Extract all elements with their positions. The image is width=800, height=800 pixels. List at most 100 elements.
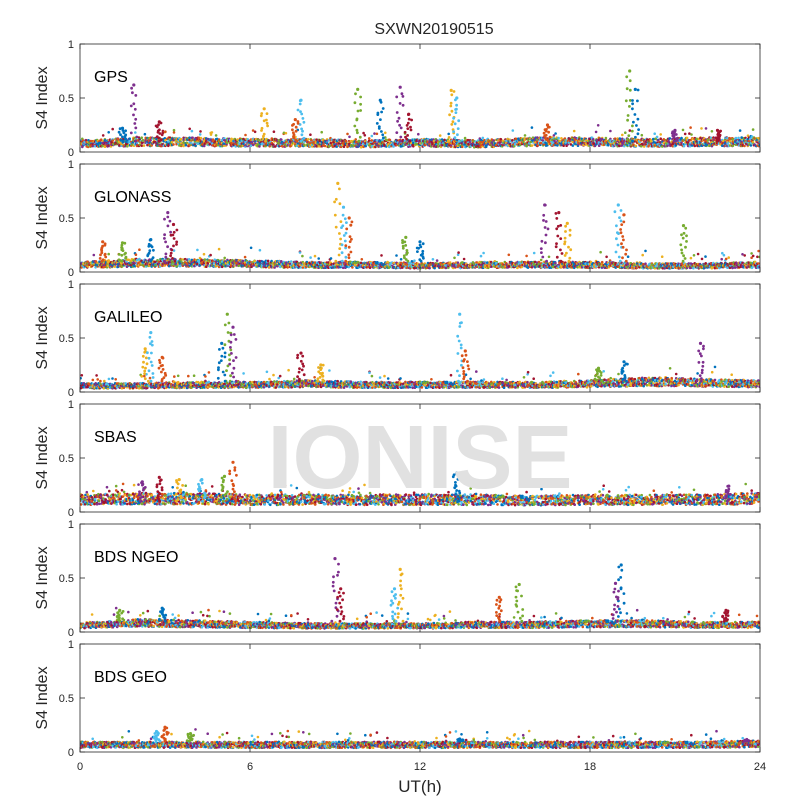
data-point [143,132,147,136]
spike-point [382,136,385,140]
data-point [284,261,288,264]
data-point [206,259,210,262]
data-point [513,142,517,146]
spike-point [632,120,635,124]
spike-point [449,101,453,105]
data-point [453,256,456,260]
spike-point [395,131,399,135]
data-point [499,138,503,141]
spike-point [719,129,722,133]
spike-point [300,112,304,116]
data-point [413,259,416,263]
scatter-points [80,181,760,270]
data-point [593,144,597,148]
data-point [268,145,272,148]
data-point [103,145,107,148]
data-point [367,137,371,140]
spike-point [628,105,631,108]
spike-point [628,88,632,92]
data-point [355,140,358,144]
data-point [101,144,104,148]
spike-point [406,127,410,130]
data-point [205,265,208,269]
data-point [558,139,562,143]
data-point [262,265,266,268]
data-point [516,266,519,270]
spike-point [408,139,412,143]
spike-point [406,121,410,125]
spike-point [397,116,401,120]
data-point [659,137,662,140]
data-point [270,259,273,263]
data-point [366,262,370,266]
data-point [428,266,431,270]
data-point [553,137,556,141]
spike-point [262,134,265,138]
data-point [251,129,255,132]
data-point [164,138,167,142]
data-point [592,142,596,145]
data-point [380,254,383,257]
spike-peak-point [449,88,453,92]
spike-point [403,130,407,134]
data-point [106,264,110,268]
data-point [681,128,685,132]
spike-point [628,139,632,143]
scatter-points [80,69,760,149]
data-point [532,263,536,266]
spike-point [631,139,634,143]
data-point [113,265,117,268]
spike-point [631,124,634,128]
data-point [99,138,103,141]
data-point [600,137,604,141]
data-point [511,139,514,142]
data-point [690,133,693,136]
spike-point [399,135,403,139]
data-point [167,140,170,143]
data-point [305,260,309,264]
data-point [753,137,756,140]
data-point [157,260,161,264]
data-point [654,137,657,140]
data-point [249,144,253,147]
spike-point [451,120,455,124]
data-point [202,252,206,256]
spike-point [455,103,458,107]
data-point [691,144,694,147]
spike-point [447,139,450,143]
spike-peak-point [398,85,402,89]
data-point [734,136,738,140]
y-tick-label: 0 [68,147,74,159]
data-point [634,144,638,148]
data-point [710,130,714,133]
data-point [196,142,200,145]
spike-peak-point [628,69,632,73]
data-point [309,133,312,136]
data-point [456,261,460,265]
data-point [431,258,435,261]
data-point [535,261,539,264]
spike-point [410,118,413,122]
data-point [107,131,110,134]
spike-point [354,92,357,96]
spike-point [300,133,304,137]
spike-point [401,95,405,98]
spike-peak-point [293,118,297,122]
data-point [652,138,655,141]
panel-label: GPS [94,69,128,86]
data-point [682,144,686,148]
data-point [584,262,587,265]
data-point [415,142,419,146]
data-point [472,262,476,266]
data-point [230,137,233,141]
data-point [486,261,489,264]
spike-peak-point [132,83,136,87]
spike-point [376,111,380,115]
data-point [743,144,746,148]
data-point [571,140,575,144]
data-point [142,144,146,147]
spike-point [122,139,125,143]
spike-point [133,107,137,111]
data-point [284,131,288,135]
data-point [525,143,529,147]
